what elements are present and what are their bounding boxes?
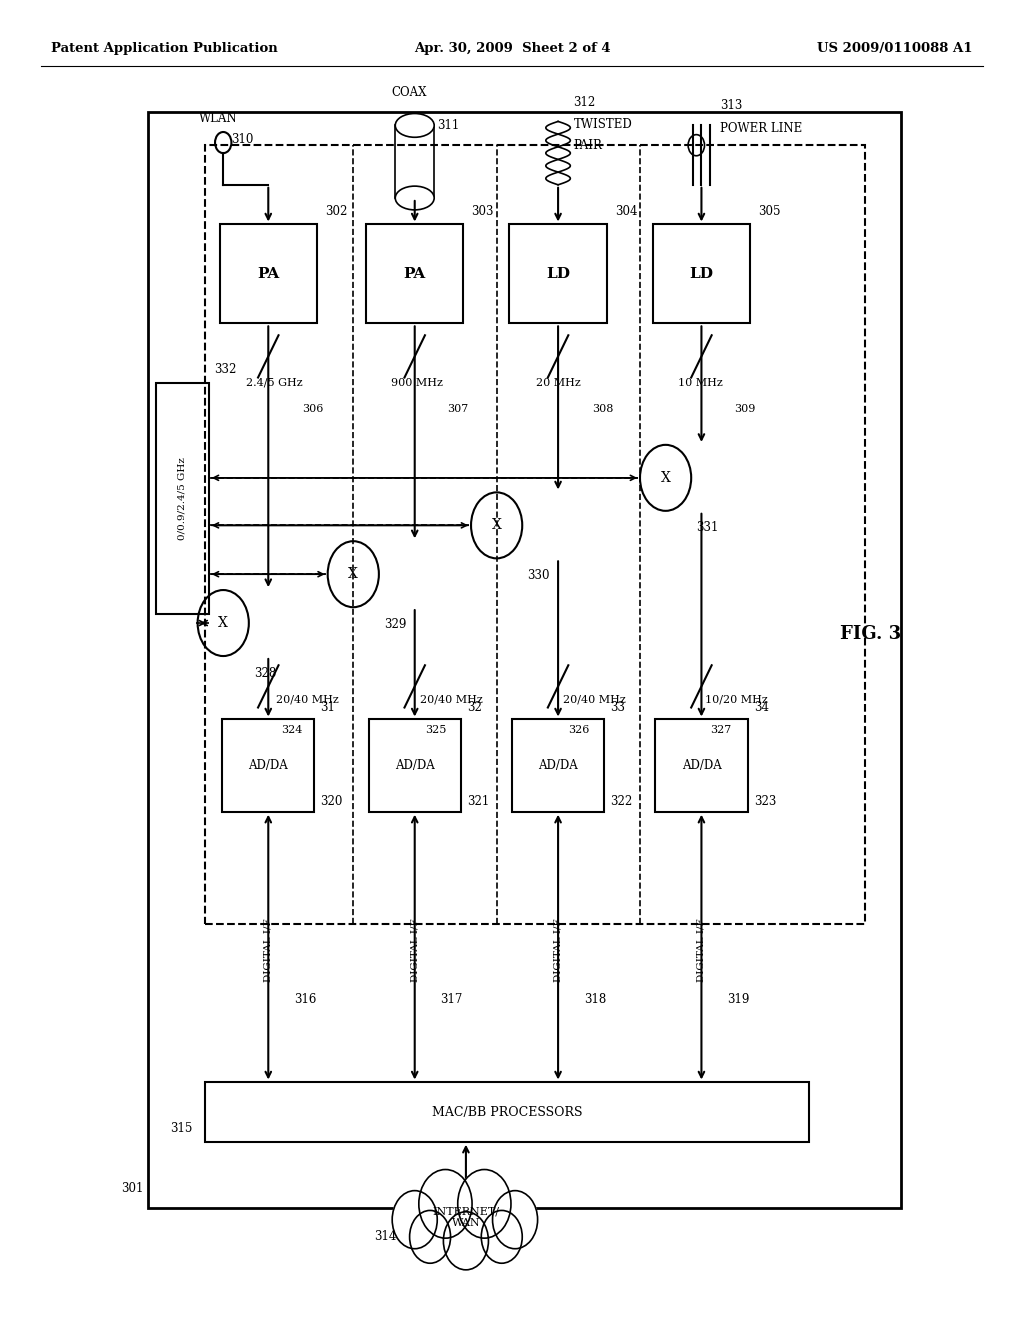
FancyBboxPatch shape (655, 719, 748, 812)
Text: 31: 31 (321, 701, 336, 714)
Text: 330: 330 (527, 569, 550, 582)
Text: 321: 321 (467, 795, 489, 808)
Text: 311: 311 (437, 119, 460, 132)
Text: US 2009/0110088 A1: US 2009/0110088 A1 (817, 42, 973, 55)
Text: WLAN: WLAN (199, 112, 238, 125)
Circle shape (392, 1191, 437, 1249)
Circle shape (481, 1210, 522, 1263)
Text: 2.4/5 GHz: 2.4/5 GHz (246, 378, 302, 388)
Text: 33: 33 (610, 701, 626, 714)
Text: TWISTED: TWISTED (573, 117, 632, 131)
Text: 319: 319 (727, 993, 750, 1006)
Text: 310: 310 (231, 133, 254, 147)
Ellipse shape (395, 114, 434, 137)
Text: 316: 316 (294, 993, 316, 1006)
Text: DIGITAL I/F: DIGITAL I/F (554, 919, 562, 982)
FancyBboxPatch shape (220, 224, 317, 323)
Text: AD/DA: AD/DA (682, 759, 721, 772)
Text: 327: 327 (710, 725, 731, 735)
Text: LD: LD (689, 267, 714, 281)
FancyBboxPatch shape (395, 125, 434, 198)
Text: 323: 323 (754, 795, 776, 808)
Text: 314: 314 (374, 1230, 396, 1243)
Text: DIGITAL I/F: DIGITAL I/F (411, 919, 419, 982)
FancyBboxPatch shape (222, 719, 314, 812)
Text: X: X (218, 616, 228, 630)
Circle shape (493, 1191, 538, 1249)
Text: AD/DA: AD/DA (395, 759, 434, 772)
Text: 312: 312 (573, 96, 596, 110)
Text: 313: 313 (720, 99, 742, 112)
Text: INTERNET/
WAN: INTERNET/ WAN (432, 1206, 500, 1228)
Circle shape (419, 1170, 472, 1238)
Text: 322: 322 (610, 795, 633, 808)
Text: 325: 325 (425, 725, 446, 735)
Text: 10 MHz: 10 MHz (678, 378, 723, 388)
Text: X: X (348, 568, 358, 581)
Text: POWER LINE: POWER LINE (720, 121, 802, 135)
Circle shape (443, 1212, 488, 1270)
Text: 305: 305 (758, 205, 780, 218)
FancyBboxPatch shape (512, 719, 604, 812)
Text: 315: 315 (170, 1122, 193, 1135)
FancyBboxPatch shape (148, 112, 901, 1208)
Text: 20/40 MHz: 20/40 MHz (420, 694, 482, 705)
Text: 900 MHz: 900 MHz (391, 378, 443, 388)
Text: DIGITAL I/F: DIGITAL I/F (697, 919, 706, 982)
Text: 20/40 MHz: 20/40 MHz (276, 694, 339, 705)
Text: X: X (492, 519, 502, 532)
Text: 324: 324 (282, 725, 303, 735)
Text: 0/0.9/2.4/5 GHz: 0/0.9/2.4/5 GHz (178, 457, 186, 540)
Text: 326: 326 (568, 725, 590, 735)
Text: 309: 309 (734, 404, 756, 414)
Text: AD/DA: AD/DA (539, 759, 578, 772)
FancyBboxPatch shape (653, 224, 750, 323)
FancyBboxPatch shape (510, 224, 606, 323)
Text: FIG. 3: FIG. 3 (840, 624, 901, 643)
Text: 320: 320 (321, 795, 343, 808)
Text: 302: 302 (326, 205, 347, 218)
Text: COAX: COAX (392, 86, 427, 99)
Text: LD: LD (546, 267, 570, 281)
Text: 329: 329 (384, 618, 407, 631)
Text: 34: 34 (754, 701, 769, 714)
Text: 317: 317 (440, 993, 463, 1006)
Text: 307: 307 (447, 404, 469, 414)
Text: PA: PA (257, 267, 280, 281)
Text: 304: 304 (614, 205, 637, 218)
Text: PA: PA (403, 267, 426, 281)
Text: 20 MHz: 20 MHz (536, 378, 581, 388)
Ellipse shape (395, 186, 434, 210)
Text: MAC/BB PROCESSORS: MAC/BB PROCESSORS (432, 1106, 582, 1118)
Text: 328: 328 (254, 667, 276, 680)
Text: 20/40 MHz: 20/40 MHz (563, 694, 626, 705)
Text: Patent Application Publication: Patent Application Publication (51, 42, 278, 55)
Circle shape (458, 1170, 511, 1238)
Text: 10/20 MHz: 10/20 MHz (705, 694, 767, 705)
FancyBboxPatch shape (205, 1082, 809, 1142)
FancyBboxPatch shape (369, 719, 461, 812)
Text: 303: 303 (471, 205, 494, 218)
Text: DIGITAL I/F: DIGITAL I/F (264, 919, 272, 982)
Text: 32: 32 (467, 701, 482, 714)
Text: Apr. 30, 2009  Sheet 2 of 4: Apr. 30, 2009 Sheet 2 of 4 (414, 42, 610, 55)
Text: 332: 332 (214, 363, 237, 376)
Text: PAIR: PAIR (573, 139, 602, 152)
Text: 306: 306 (302, 404, 324, 414)
Text: 308: 308 (592, 404, 613, 414)
Text: X: X (660, 471, 671, 484)
FancyBboxPatch shape (367, 224, 463, 323)
Circle shape (410, 1210, 451, 1263)
FancyBboxPatch shape (156, 383, 209, 614)
Text: 331: 331 (696, 521, 719, 535)
Text: 301: 301 (121, 1181, 143, 1195)
Text: 318: 318 (584, 993, 606, 1006)
Text: AD/DA: AD/DA (249, 759, 288, 772)
